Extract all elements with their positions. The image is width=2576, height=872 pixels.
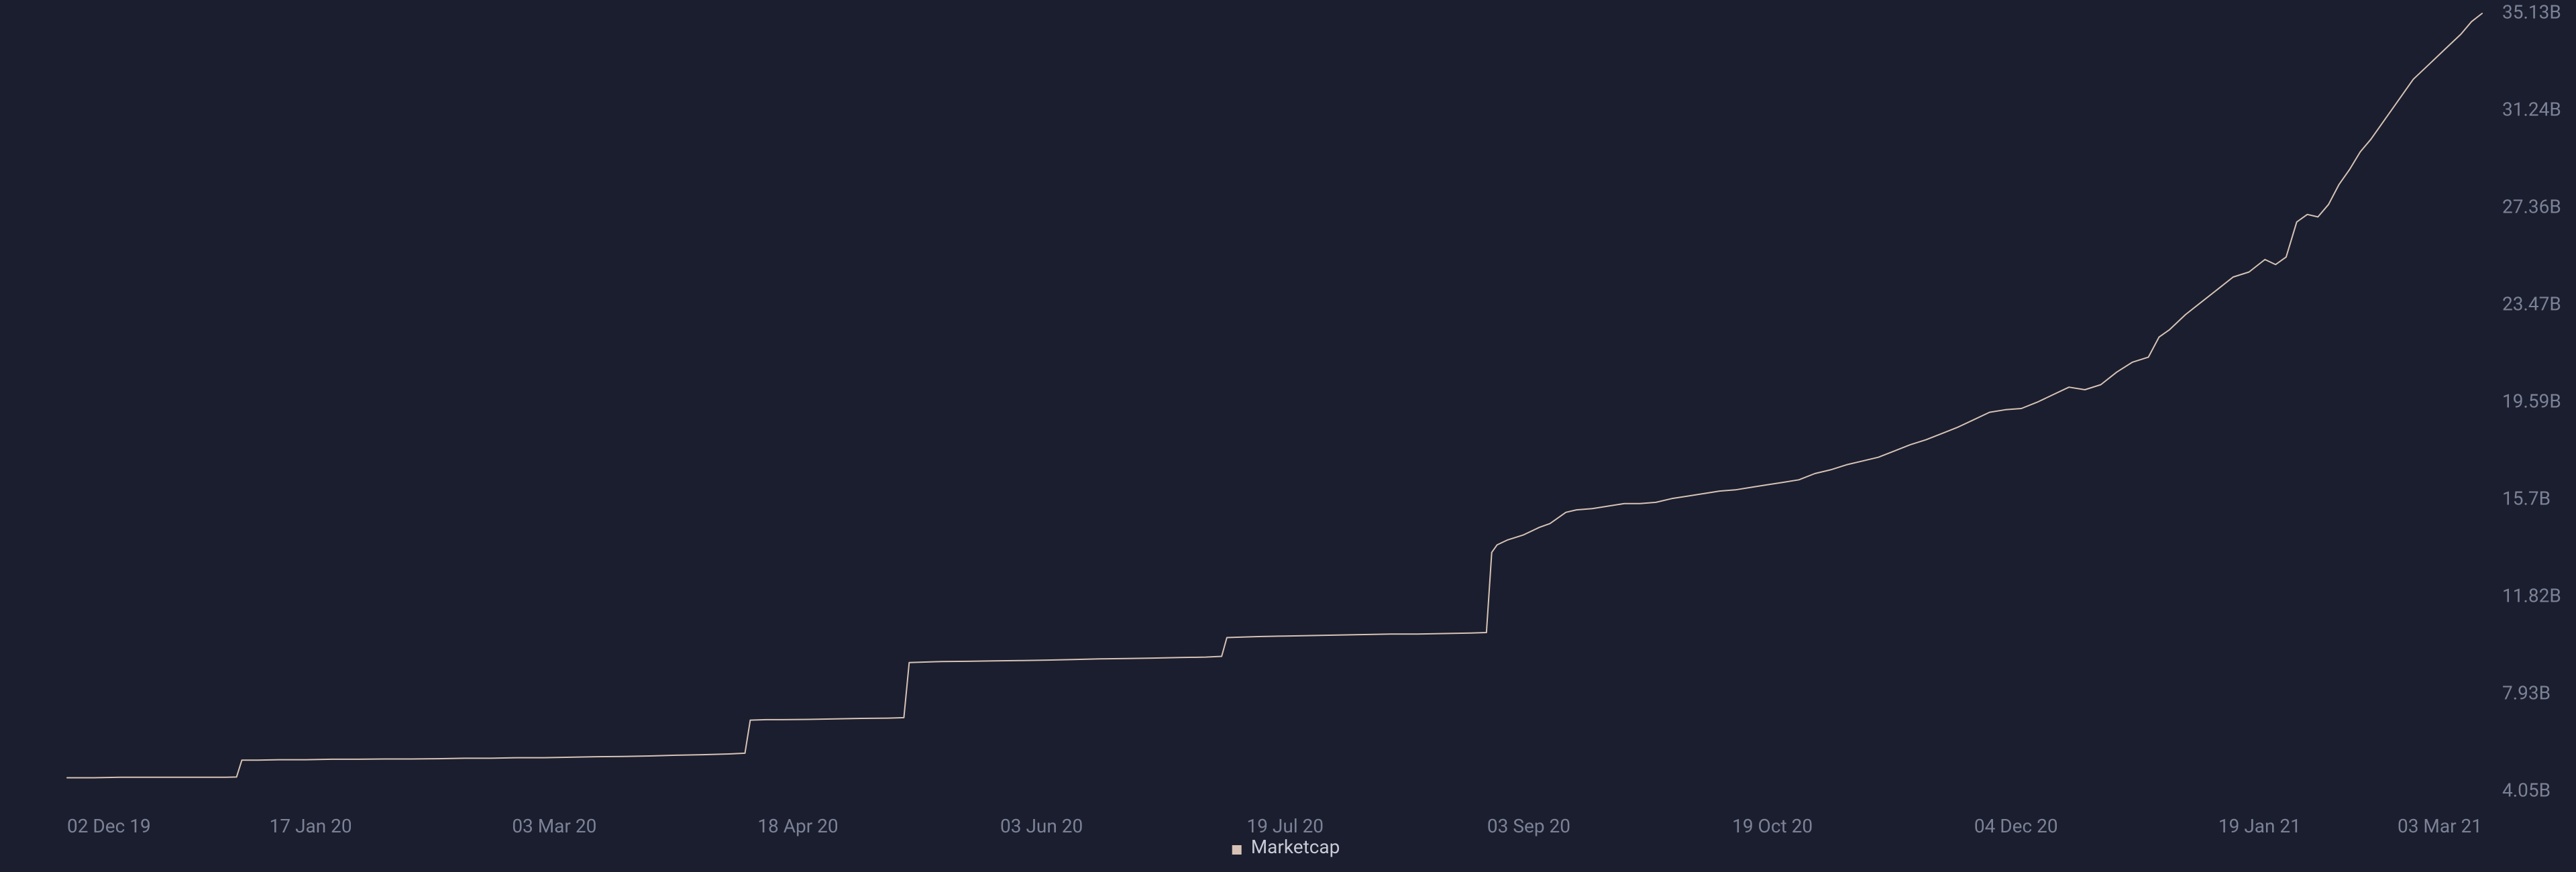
x-axis-label: 19 Jan 21	[2218, 815, 2301, 837]
y-axis-label: 35.13B	[2502, 1, 2561, 23]
x-axis-label: 04 Dec 20	[1974, 815, 2058, 837]
y-axis-label: 31.24B	[2502, 99, 2561, 121]
y-axis-label: 7.93B	[2502, 682, 2551, 704]
legend-label: Marketcap	[1251, 836, 1340, 858]
x-axis-label: 17 Jan 20	[270, 815, 352, 837]
x-axis-label: 03 Mar 21	[2398, 815, 2482, 837]
chart-background	[0, 0, 2576, 872]
y-axis-label: 15.7B	[2502, 488, 2551, 510]
y-axis-label: 11.82B	[2502, 584, 2561, 606]
marketcap-chart: 4.05B 7.93B 11.82B 15.7B 19.59B 23.47B 27.36B 3…	[0, 0, 2576, 872]
x-axis-label: 03 Sep 20	[1487, 815, 1570, 837]
y-axis-label: 27.36B	[2502, 195, 2561, 217]
x-axis-label: 02 Dec 19	[67, 815, 151, 837]
y-axis-label: 4.05B	[2502, 779, 2551, 801]
y-axis-label: 19.59B	[2502, 390, 2561, 412]
x-axis-label: 03 Jun 20	[1000, 815, 1083, 837]
x-axis-label: 19 Oct 20	[1732, 815, 1813, 837]
legend-swatch	[1232, 845, 1242, 855]
chart-canvas: 4.05B 7.93B 11.82B 15.7B 19.59B 23.47B 27.36B 3…	[0, 0, 2576, 872]
y-axis-label: 23.47B	[2502, 293, 2561, 315]
x-axis-label: 19 Jul 20	[1247, 815, 1324, 837]
x-axis-label: 18 Apr 20	[757, 815, 838, 837]
x-axis-label: 03 Mar 20	[512, 815, 596, 837]
